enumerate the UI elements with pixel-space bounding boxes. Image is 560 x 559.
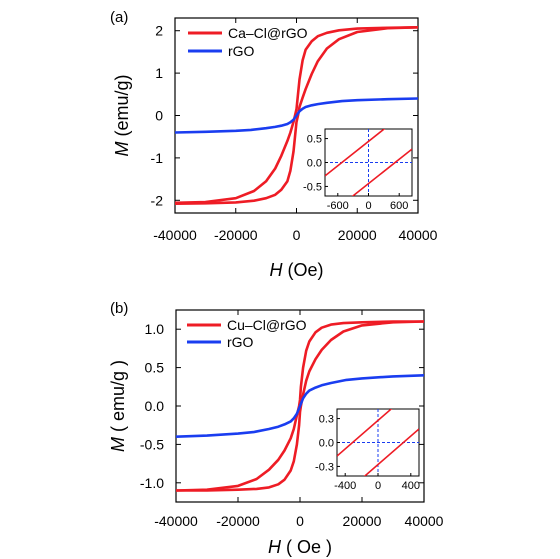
chart-panel-b: (b) -40000 -20000 0 20000 40000 -1.0 -0.5 0.0 0.5… — [108, 300, 444, 557]
inset-x-tick-label: 0 — [365, 200, 371, 212]
y-tick-label: 0 — [155, 108, 163, 124]
inset-plot-area — [337, 409, 419, 476]
x-axis-label: H ( Oe ) — [268, 537, 332, 557]
legend: Ca–Cl@rGO rGO — [188, 25, 308, 59]
inset-y-tick-label: -0.5 — [303, 181, 322, 193]
series-line-hybrid-upper — [176, 320, 424, 492]
y-tick-label: 0.0 — [145, 398, 165, 414]
series-line-hybrid-lower — [175, 26, 418, 205]
x-tick-label: -20000 — [214, 227, 258, 243]
x-tick-label: -40000 — [153, 227, 197, 243]
y-tick-label: 1.0 — [145, 321, 165, 337]
inset-y-tick-label: 0.0 — [307, 158, 322, 170]
x-axis-variable: H — [268, 537, 282, 557]
inset-loop-branch — [325, 129, 386, 177]
inset-loop-branch — [337, 409, 393, 457]
inset-x-tick-label: -600 — [327, 200, 349, 212]
x-axis-unit: (Oe) — [282, 260, 323, 280]
inset-x-tick-label: 0 — [375, 480, 381, 492]
x-tick-label: 20000 — [338, 227, 377, 243]
legend-label: Ca–Cl@rGO — [228, 25, 308, 41]
inset-x-tick-label: -400 — [334, 480, 356, 492]
y-axis-variable: M — [108, 437, 128, 452]
series-line-rgo — [176, 374, 424, 438]
series-line-hybrid-upper — [175, 26, 418, 205]
inset-plot: -600 0 600 -0.5 0.0 0.5 — [303, 128, 413, 212]
x-axis-unit: ( Oe ) — [281, 537, 332, 557]
x-tick-label: -20000 — [216, 513, 260, 529]
inset-y-tick-label: -0.3 — [315, 461, 334, 473]
inset-x-tick-label: 400 — [402, 480, 420, 492]
x-axis-label: H (Oe) — [269, 260, 323, 280]
inset-y-tick-label: 0.3 — [319, 414, 334, 426]
y-tick-label: -1.0 — [140, 475, 164, 491]
inset-plot-area — [325, 129, 412, 196]
x-tick-label: 40000 — [399, 227, 438, 243]
y-axis-unit: ( emu/g ) — [108, 360, 128, 437]
inset-loop-branch — [351, 148, 412, 196]
series-line-hybrid-lower — [176, 320, 424, 492]
inset-loop-branch — [363, 428, 419, 476]
inset-plot: -400 0 400 -0.3 0.0 0.3 — [315, 408, 420, 492]
y-axis-label: M ( emu/g ) — [108, 360, 128, 452]
legend-label: rGO — [227, 334, 254, 350]
x-tick-label: -40000 — [154, 513, 198, 529]
x-tick-label: 0 — [293, 227, 301, 243]
legend-label: Cu–Cl@rGO — [227, 317, 307, 333]
series-line-rgo — [175, 97, 418, 134]
plot-area — [175, 26, 418, 205]
panel-label: (b) — [110, 300, 128, 317]
inset-y-tick-label: 0.0 — [319, 438, 334, 450]
y-axis-variable: M — [112, 142, 132, 157]
inset-y-tick-label: 0.5 — [307, 134, 322, 146]
y-axis-label: M (emu/g) — [112, 74, 132, 156]
y-tick-label: 2 — [155, 23, 163, 39]
panel-label: (a) — [110, 9, 128, 26]
x-tick-label: 0 — [296, 513, 304, 529]
y-tick-label: -2 — [151, 192, 164, 208]
y-axis-unit: (emu/g) — [112, 74, 132, 141]
y-tick-label: 0.5 — [145, 360, 165, 376]
x-tick-label: 20000 — [343, 513, 382, 529]
x-tick-label: 40000 — [405, 513, 444, 529]
y-tick-label: 1 — [155, 65, 163, 81]
chart-panel-a: (a) -40000 -20000 0 20000 40000 -2 -1 0 1 2 H (Oe) M… — [110, 9, 438, 280]
y-tick-label: -0.5 — [140, 436, 164, 452]
legend-label: rGO — [228, 43, 255, 59]
y-tick-label: -1 — [151, 150, 164, 166]
x-axis-variable: H — [269, 260, 283, 280]
plot-area — [176, 320, 424, 492]
inset-x-tick-label: 600 — [390, 200, 408, 212]
